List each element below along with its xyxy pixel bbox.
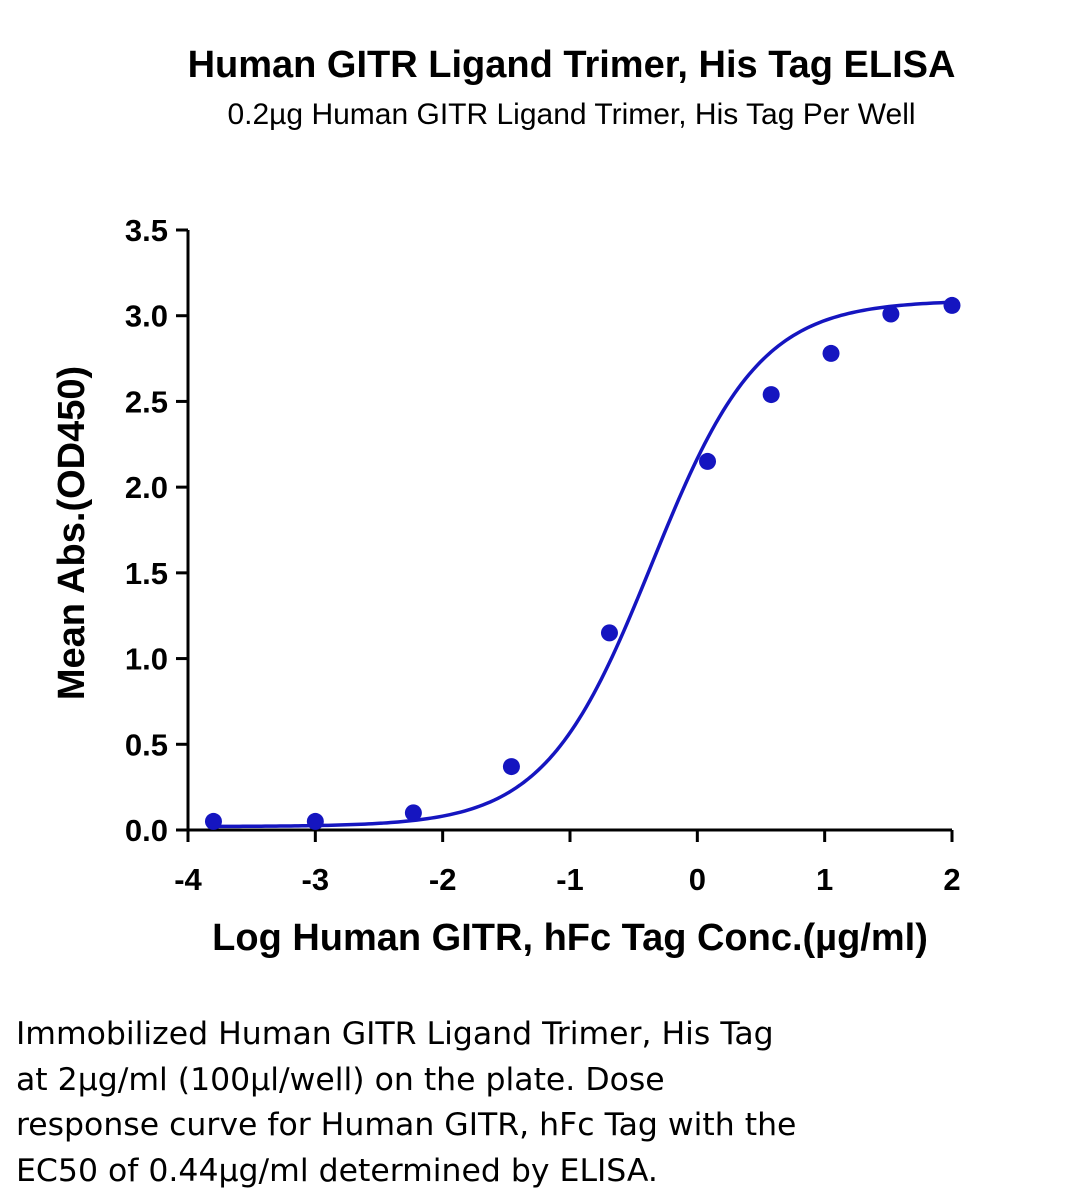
caption-line: response curve for Human GITR, hFc Tag w… xyxy=(16,1107,797,1143)
data-point xyxy=(306,812,324,830)
data-point xyxy=(600,624,618,642)
caption: Immobilized Human GITR Ligand Trimer, Hi… xyxy=(16,1012,1056,1194)
tick-labels: 0.0 0.5 1.0 1.5 2.0 2.5 3.0 3.5 -4 -3 -2 -1 0 1 2 xyxy=(125,213,961,897)
caption-line: at 2µg/ml (100µl/well) on the plate. Dos… xyxy=(16,1061,665,1098)
x-axis-label: Log Human GITR, hFc Tag Conc.(µg/ml) xyxy=(212,917,928,959)
y-axis-label: Mean Abs.(OD450) xyxy=(51,366,93,700)
y-tick-label: 0.0 xyxy=(125,813,168,848)
data-point xyxy=(699,452,717,470)
fit-curve xyxy=(213,300,953,829)
elisa-chart: 0.0 0.5 1.0 1.5 2.0 2.5 3.0 3.5 -4 -3 -2 -1 0 1 2 Log … xyxy=(51,213,961,959)
data-point xyxy=(502,758,520,776)
y-tick-label: 1.5 xyxy=(125,556,168,591)
x-tick-label: -1 xyxy=(556,862,584,897)
y-tick-label: 2.5 xyxy=(125,384,168,419)
data-point xyxy=(404,804,422,822)
data-point xyxy=(762,386,780,404)
x-tick-label: -2 xyxy=(429,862,457,897)
x-tick-label: 2 xyxy=(943,862,960,897)
chart-subtitle: 0.2µg Human GITR Ligand Trimer, His Tag … xyxy=(227,98,916,131)
x-tick-label: 1 xyxy=(816,862,833,897)
data-point xyxy=(204,812,222,830)
axes xyxy=(176,228,954,842)
y-tick-label: 3.5 xyxy=(125,213,168,248)
data-point xyxy=(943,296,961,314)
y-tick-label: 3.0 xyxy=(125,299,168,334)
data-points xyxy=(204,296,961,830)
x-tick-label: -3 xyxy=(302,862,330,897)
x-tick-label: -4 xyxy=(174,862,202,897)
caption-line: EC50 of 0.44µg/ml determined by ELISA. xyxy=(16,1152,658,1189)
data-point xyxy=(882,305,900,323)
y-tick-label: 2.0 xyxy=(125,470,168,505)
caption-line: Immobilized Human GITR Ligand Trimer, Hi… xyxy=(16,1016,774,1052)
chart-title: Human GITR Ligand Trimer, His Tag ELISA xyxy=(187,44,956,86)
y-tick-label: 0.5 xyxy=(125,727,168,762)
y-tick-label: 1.0 xyxy=(125,642,168,677)
x-tick-label: 0 xyxy=(689,862,706,897)
data-point xyxy=(822,344,840,362)
